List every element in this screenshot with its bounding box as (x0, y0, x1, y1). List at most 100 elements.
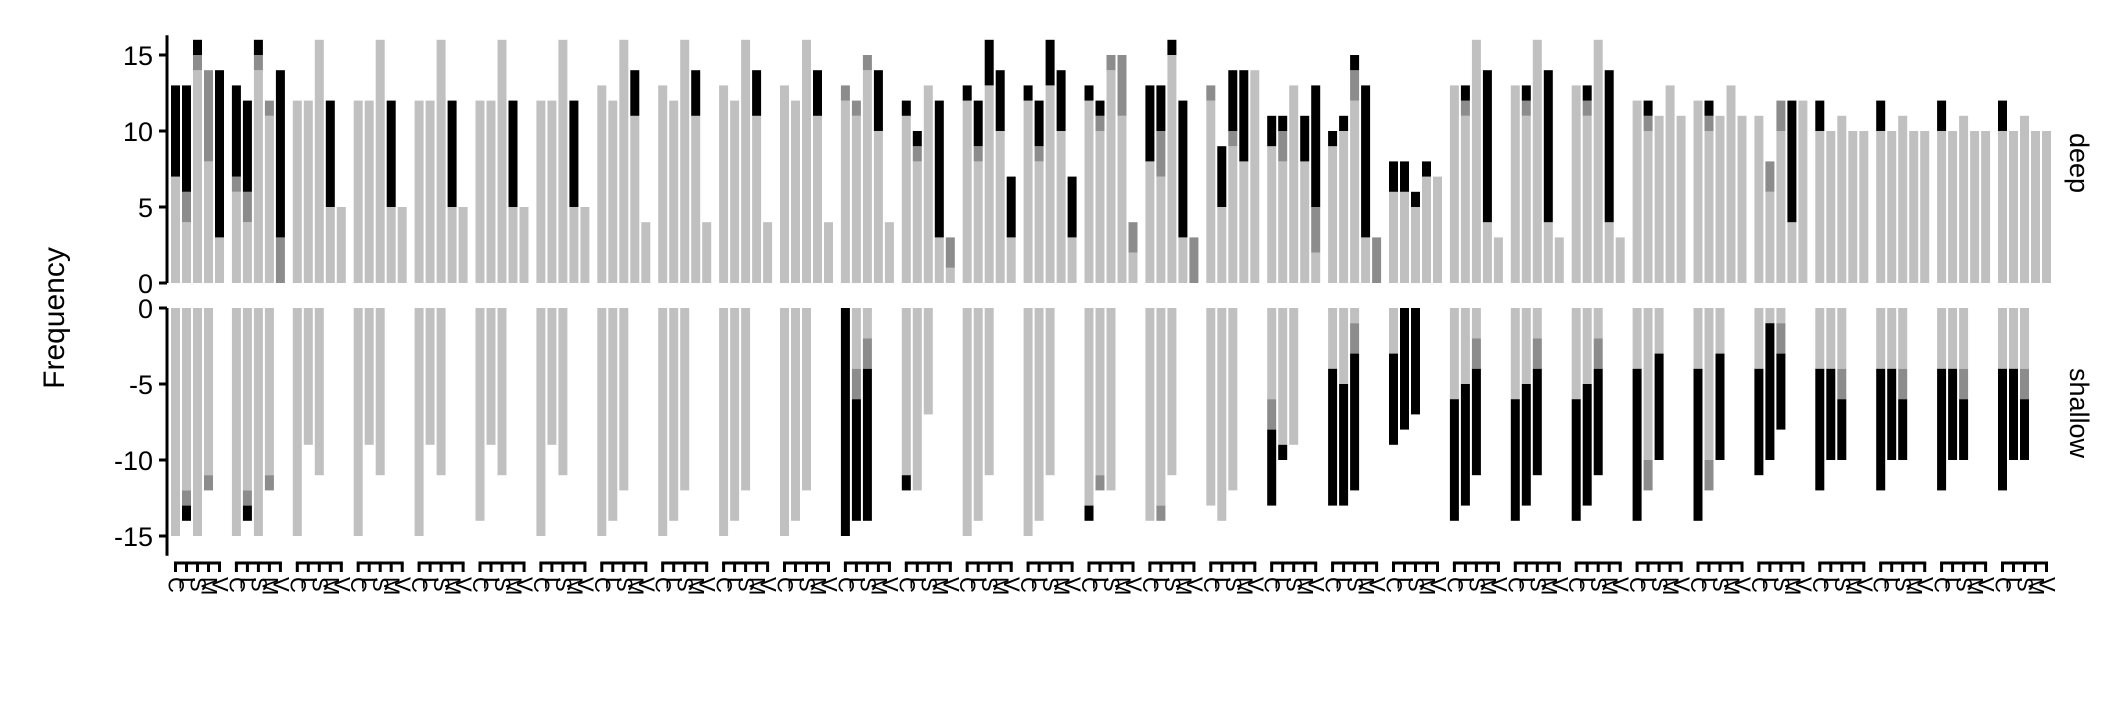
x-category-label: L (966, 577, 991, 589)
deep-bar-S-light (862, 70, 872, 283)
shallow-bar-S-light (1167, 308, 1177, 476)
shallow-bar-L-light (364, 308, 374, 445)
deep-bar-V-light (884, 222, 894, 283)
x-category-label: C (407, 577, 432, 593)
x-category-label: M (1597, 577, 1622, 595)
deep-bar-S-mid (1228, 131, 1238, 147)
x-category-label: V (634, 577, 659, 592)
x-category-label: M (2024, 577, 2049, 595)
deep-bar-S-light (1167, 55, 1177, 283)
deep-bar-C-light (231, 191, 241, 283)
x-category-label: V (1791, 577, 1816, 592)
deep-bar-C-light (536, 100, 546, 283)
deep-bar-S-dark (193, 39, 202, 55)
x-category-label: S (1525, 577, 1550, 592)
deep-bar-C-light (840, 100, 850, 283)
x-category-label: L (1819, 577, 1844, 589)
deep-bar-V-light (1067, 237, 1077, 283)
shallow-bar-L-light (1643, 308, 1653, 460)
deep-bar-C-light (1693, 100, 1703, 283)
deep-bar-C-light (1389, 191, 1398, 283)
deep-bar-L-dark (973, 100, 983, 147)
shallow-bar-L-light (242, 308, 252, 491)
deep-bar-M-light (1117, 115, 1127, 283)
shallow-bar-C-dark (1510, 399, 1520, 521)
deep-bar-S-light (1837, 115, 1847, 283)
deep-bar-L-light (425, 100, 435, 283)
shallow-bar-C-light (1815, 308, 1825, 369)
shallow-bar-C-light (536, 308, 546, 536)
deep-bar-L-light (1643, 131, 1653, 283)
shallow-bar-S-mid (1837, 368, 1847, 400)
deep-bar-S-light (375, 39, 385, 283)
shallow-bar-C-light (1754, 308, 1764, 369)
shallow-y-tick-label: -15 (114, 522, 153, 552)
x-category-label: L (1027, 577, 1052, 589)
deep-bar-C-light (1267, 146, 1277, 283)
shallow-bar-S-light (253, 308, 263, 536)
x-category-label: L (1941, 577, 1966, 589)
x-category-label: M (197, 577, 222, 595)
deep-bar-C-light (1876, 131, 1886, 283)
x-category-label: S (673, 577, 698, 592)
deep-bar-S-dark (1350, 55, 1360, 71)
deep-bar-C-dark (962, 85, 972, 101)
shallow-bar-C-dark (1754, 368, 1764, 476)
deep-bar-L-dark (1339, 115, 1349, 131)
deep-bar-V-light (397, 207, 407, 283)
shallow-bar-L-dark (1400, 308, 1409, 430)
deep-bar-L-dark (912, 131, 922, 147)
deep-bar-C-light (1815, 131, 1825, 283)
shallow-bar-C-dark (1571, 399, 1581, 521)
x-category-label: V (1913, 577, 1938, 592)
shallow-bar-C-light (171, 308, 180, 536)
deep-bar-S-light (314, 39, 324, 283)
deep-bar-M-mid (1117, 55, 1127, 116)
x-category-label: C (1686, 577, 1711, 593)
deep-bar-S-light (1471, 39, 1481, 283)
shallow-y-tick-label: -10 (114, 446, 153, 476)
deep-bar-L-dark (1643, 100, 1653, 116)
deep-bar-L-mid (182, 191, 191, 223)
deep-bar-C-dark (1998, 100, 2007, 131)
deep-bar-M-light (1665, 85, 1675, 284)
deep-bar-C-light (1084, 100, 1094, 283)
deep-bar-M-light (1604, 222, 1614, 283)
shallow-bar-C-light (1084, 308, 1094, 506)
deep-bar-S-light (1532, 39, 1542, 283)
deep-bar-C-dark (1267, 115, 1277, 147)
x-category-label: M (988, 577, 1013, 595)
deep-bar-S-dark (1228, 70, 1238, 131)
deep-bar-M-light (1178, 237, 1188, 283)
x-category-label: L (1880, 577, 1905, 589)
deep-bar-C-light (414, 100, 424, 283)
deep-y-tick-label: 5 (138, 193, 153, 223)
deep-bar-C-light (962, 100, 972, 283)
deep-bar-L-dark (242, 100, 252, 192)
deep-bar-S-light (436, 39, 446, 283)
shallow-bar-L-light (1095, 308, 1105, 476)
x-category-label: C (1382, 577, 1407, 593)
shallow-bar-C-light (1267, 308, 1277, 400)
deep-bar-V-mid (1128, 222, 1138, 253)
deep-bar-V-dark (215, 70, 224, 238)
shallow-bar-S-dark (1471, 368, 1481, 476)
shallow-bar-L-dark (1521, 384, 1531, 506)
shallow-bar-C-dark (1267, 429, 1277, 506)
deep-bar-M-light (1543, 222, 1553, 283)
deep-bar-M-dark (934, 100, 944, 238)
deep-bar-C-light (1206, 100, 1216, 283)
x-category-label: L (1393, 577, 1418, 589)
deep-bar-S-light (1411, 207, 1420, 283)
deep-bar-L-light (1948, 131, 1958, 283)
deep-bar-M-light (752, 115, 762, 283)
deep-bar-M-light (204, 161, 213, 283)
x-category-label: V (573, 577, 598, 592)
deep-bar-V-mid (945, 237, 955, 268)
deep-bar-S-light (984, 85, 994, 284)
deep-bar-L-light (791, 100, 800, 283)
deep-bar-L-mid (1095, 115, 1105, 131)
shallow-bar-C-light (292, 308, 302, 536)
deep-bar-V-light (1920, 131, 1930, 283)
shallow-bar-L-light (1887, 308, 1897, 369)
